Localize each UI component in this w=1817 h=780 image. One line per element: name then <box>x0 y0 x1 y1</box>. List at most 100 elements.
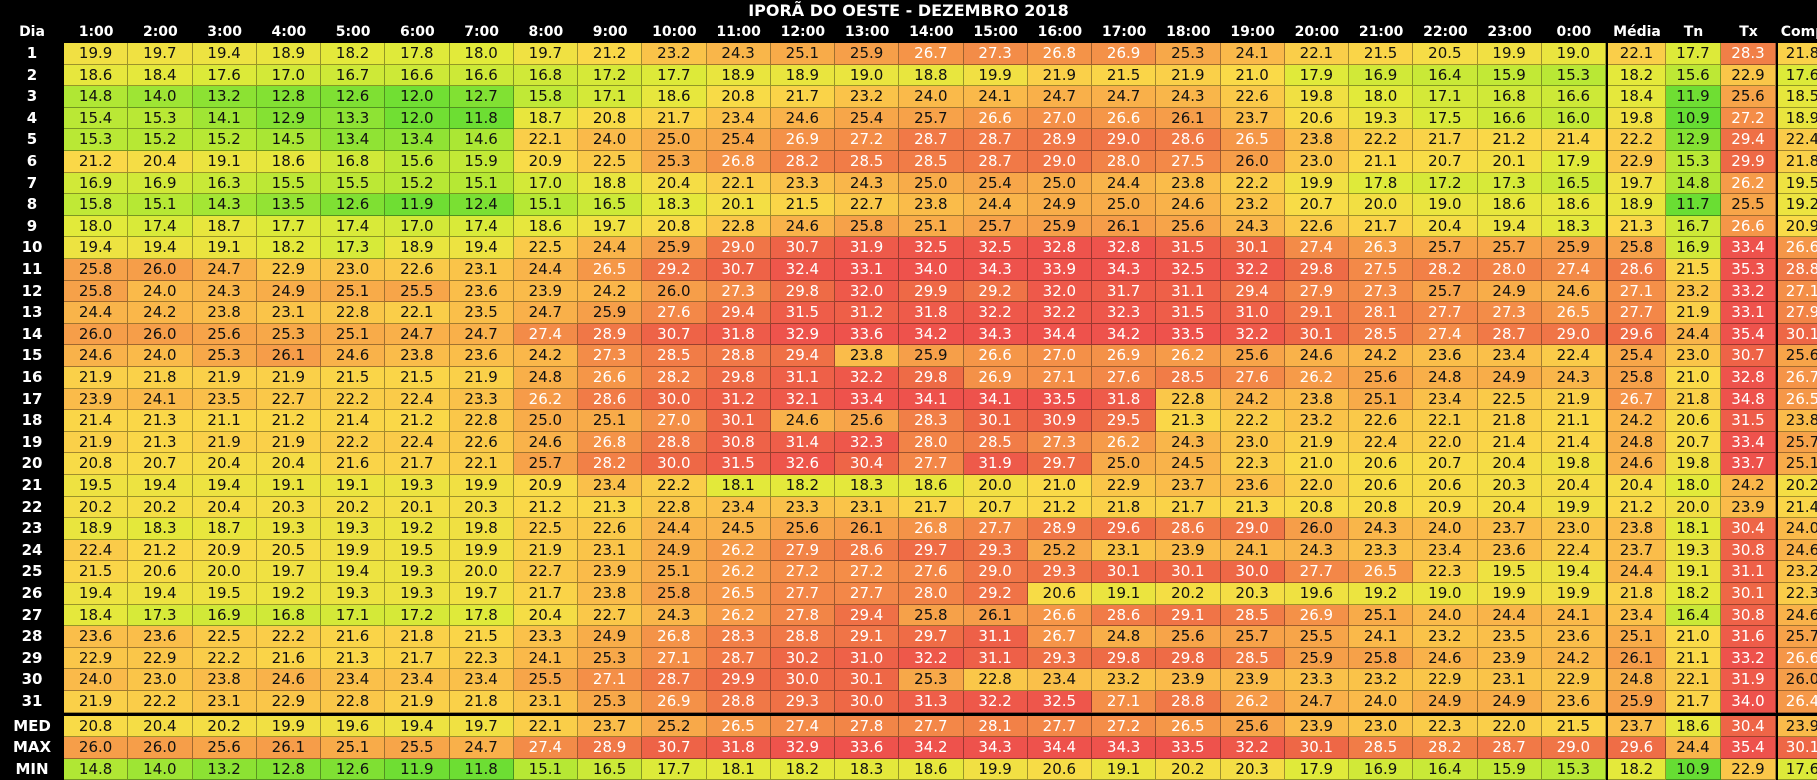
heatmap-cell: 29.8 <box>1156 647 1221 670</box>
heatmap-cell: 29.6 <box>1608 737 1666 759</box>
heatmap-cell: 20.0 <box>449 561 514 583</box>
heatmap-cell: 18.9 <box>1778 107 1817 130</box>
heatmap-cell: 15.2 <box>385 172 450 195</box>
heatmap-cell: 18.1 <box>706 758 771 780</box>
heatmap-cell: 26.9 <box>1284 604 1349 627</box>
heatmap-cell: 19.5 <box>64 475 129 497</box>
column-header: 6:00 <box>399 24 435 40</box>
heatmap-cell: 25.9 <box>1284 647 1349 670</box>
column-header: 16:00 <box>1037 24 1083 40</box>
heatmap-cell: 18.0 <box>1666 475 1721 497</box>
heatmap-cell: 24.0 <box>64 669 129 691</box>
heatmap-cell: 28.6 <box>1156 518 1221 540</box>
heatmap-cell: 21.2 <box>64 151 129 173</box>
heatmap-cell: 22.2 <box>321 431 386 454</box>
heatmap-cell: 13.5 <box>256 194 321 216</box>
heatmap-cell: 28.5 <box>963 431 1028 454</box>
heatmap-cell: 20.6 <box>1027 583 1092 605</box>
heatmap-cell: 24.6 <box>1608 453 1666 475</box>
column-header: 9:00 <box>592 24 628 40</box>
row-label: 23 <box>21 519 43 538</box>
heatmap-cell: 26.0 <box>1778 669 1817 691</box>
heatmap-cell: 26.6 <box>1092 107 1157 130</box>
heatmap-cell: 25.6 <box>192 737 257 759</box>
heatmap-cell: 21.9 <box>449 367 514 389</box>
heatmap-cell: 17.2 <box>578 64 643 87</box>
column-header: 3:00 <box>207 24 243 40</box>
heatmap-cell: 19.1 <box>192 237 257 259</box>
heatmap-cell: 25.9 <box>642 237 707 259</box>
heatmap-cell: 26.6 <box>1721 215 1776 238</box>
heatmap-cell: 17.9 <box>1541 151 1606 173</box>
heatmap-cell: 17.9 <box>1284 64 1349 87</box>
heatmap-cell: 24.7 <box>513 302 578 324</box>
heatmap-cell: 24.4 <box>513 259 578 281</box>
heatmap-cell: 32.2 <box>1027 302 1092 324</box>
heatmap-cell: 19.9 <box>963 64 1028 87</box>
heatmap-cell: 19.1 <box>256 475 321 497</box>
heatmap-cell: 21.8 <box>1778 151 1817 173</box>
heatmap-cell: 31.8 <box>706 323 771 346</box>
heatmap-cell: 32.8 <box>1721 367 1776 389</box>
heatmap-cell: 28.9 <box>578 323 643 346</box>
heatmap-cell: 21.2 <box>256 410 321 432</box>
heatmap-cell: 17.7 <box>256 215 321 238</box>
heatmap-cell: 26.6 <box>1027 604 1092 627</box>
heatmap-cell: 26.7 <box>899 43 964 65</box>
heatmap-cell: 18.3 <box>835 475 900 497</box>
heatmap-cell: 28.6 <box>835 539 900 562</box>
row-label: 6 <box>26 152 38 170</box>
heatmap-cell: 33.1 <box>1721 302 1776 324</box>
heatmap-cell: 26.2 <box>706 561 771 583</box>
heatmap-cell: 19.3 <box>1349 107 1414 130</box>
heatmap-cell: 22.4 <box>385 431 450 454</box>
heatmap-cell: 25.6 <box>1156 626 1221 648</box>
heatmap-cell: 25.9 <box>578 302 643 324</box>
column-header: 13:00 <box>844 24 890 40</box>
heatmap-cell: 11.9 <box>385 194 450 216</box>
heatmap-cell: 33.2 <box>1721 280 1776 303</box>
heatmap-cell: 16.5 <box>578 194 643 216</box>
heatmap-cell: 19.9 <box>449 475 514 497</box>
heatmap-cell: 28.2 <box>770 151 835 173</box>
heatmap-cell: 26.0 <box>64 737 129 759</box>
heatmap-cell: 24.9 <box>1413 691 1478 713</box>
column-header: 5:00 <box>335 24 371 40</box>
heatmap-cell: 29.0 <box>1027 151 1092 173</box>
heatmap-cell: 19.0 <box>1413 583 1478 605</box>
heatmap-cell: 23.7 <box>1608 715 1666 738</box>
heatmap-cell: 18.9 <box>256 43 321 65</box>
heatmap-cell: 23.3 <box>1349 539 1414 562</box>
heatmap-cell: 31.5 <box>1721 410 1776 432</box>
heatmap-cell: 27.9 <box>1778 302 1817 324</box>
heatmap-cell: 29.8 <box>1092 647 1157 670</box>
heatmap-cell: 19.5 <box>1477 561 1542 583</box>
heatmap-cell: 15.3 <box>64 129 129 151</box>
heatmap-cell: 28.8 <box>1778 259 1817 281</box>
heatmap-cell: 28.8 <box>642 431 707 454</box>
heatmap-cell: 25.8 <box>642 583 707 605</box>
heatmap-cell: 18.8 <box>578 172 643 195</box>
heatmap-cell: 20.6 <box>1284 107 1349 130</box>
heatmap-cell: 24.4 <box>1666 737 1721 759</box>
heatmap-cell: 20.1 <box>1477 151 1542 173</box>
heatmap-cell: 28.3 <box>899 410 964 432</box>
heatmap-cell: 23.1 <box>513 691 578 713</box>
heatmap-cell: 24.3 <box>1541 367 1606 389</box>
heatmap-cell: 27.0 <box>1027 345 1092 367</box>
heatmap-cell: 24.3 <box>642 604 707 627</box>
heatmap-cell: 32.5 <box>899 237 964 259</box>
heatmap-cell: 31.4 <box>770 431 835 454</box>
heatmap-cell: 18.3 <box>1541 215 1606 238</box>
heatmap-cell: 18.4 <box>64 604 129 627</box>
heatmap-cell: 15.5 <box>256 172 321 195</box>
heatmap-cell: 30.4 <box>1721 715 1776 738</box>
heatmap-cell: 21.5 <box>1541 715 1606 738</box>
heatmap-cell: 22.4 <box>1541 345 1606 367</box>
heatmap-cell: 28.3 <box>706 626 771 648</box>
heatmap-cell: 27.1 <box>1608 280 1666 303</box>
heatmap-cell: 26.8 <box>578 431 643 454</box>
heatmap-cell: 15.2 <box>128 129 193 151</box>
heatmap-cell: 12.6 <box>321 194 386 216</box>
heatmap-cell: 14.3 <box>192 194 257 216</box>
